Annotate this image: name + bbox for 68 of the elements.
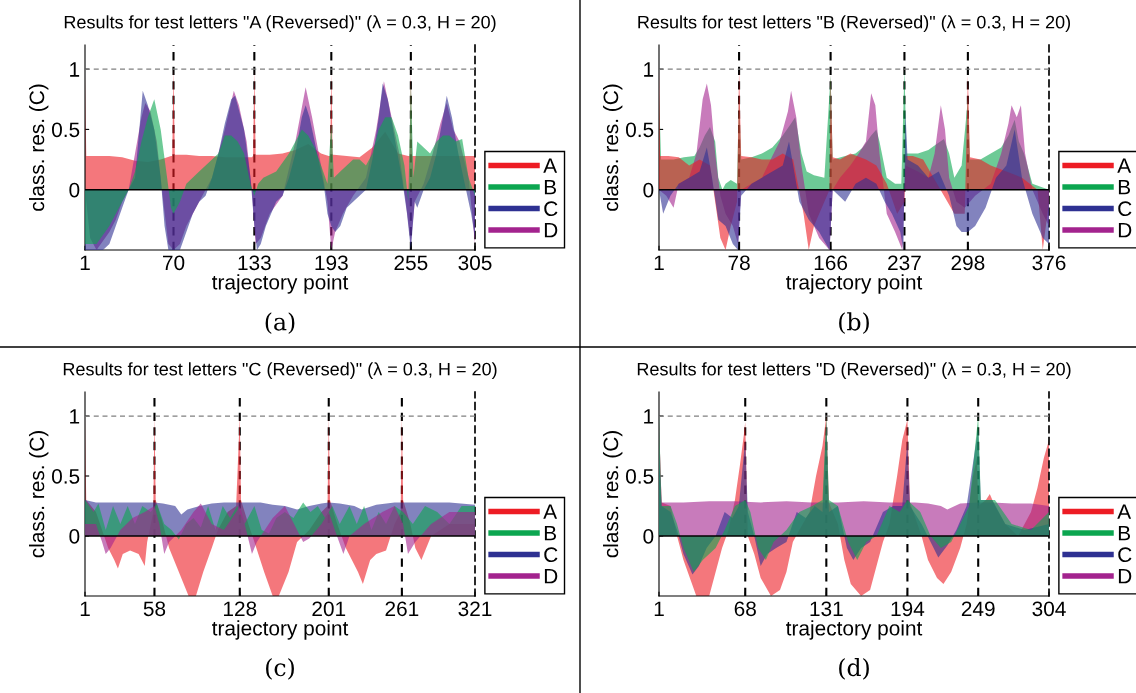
y-tick-label: 0 [643, 529, 654, 544]
y-tick-label: 0.5 [625, 122, 654, 138]
legend-label: C [1118, 201, 1132, 217]
y-tick-label: 0 [69, 529, 80, 544]
legend-label: C [544, 201, 558, 217]
y-axis-title: class. res. (C) [602, 431, 623, 558]
y-tick-label: 1 [644, 62, 654, 77]
legend-label: A [1117, 158, 1132, 173]
x-tick-label: 194 [891, 601, 925, 617]
y-tick-label: 0 [643, 182, 654, 198]
x-tick-label: 166 [814, 255, 848, 271]
legend-label: C [1118, 547, 1132, 563]
x-tick-label: 1 [80, 601, 90, 616]
legend-label: B [544, 180, 557, 195]
y-axis-title: class. res. (C) [28, 84, 49, 211]
x-tick-label: 321 [458, 601, 492, 617]
y-tick-label: 1 [70, 409, 80, 424]
x-tick-label: 1 [654, 255, 664, 270]
x-tick-label: 249 [961, 601, 995, 617]
legend-label: A [543, 158, 558, 173]
x-tick-label: 78 [728, 255, 750, 271]
x-tick-label: 1 [654, 601, 664, 616]
y-tick-label: 1 [70, 62, 80, 77]
legend-label: D [1118, 223, 1132, 238]
x-tick-label: 298 [951, 255, 985, 271]
y-tick-label: 0.5 [51, 469, 80, 484]
legend-label: B [544, 526, 557, 541]
x-tick-label: 305 [458, 255, 492, 271]
x-tick-label: 261 [385, 601, 419, 617]
x-tick-label: 237 [888, 255, 921, 271]
y-axis-title: class. res. (C) [28, 431, 49, 558]
x-tick-label: 133 [238, 255, 271, 271]
x-axis-title: trajectory point [212, 620, 349, 640]
chart-title: Results for test letters "B (Reversed)" (λ = 0.3, H = 20) [638, 15, 1071, 33]
legend-label: B [1118, 526, 1131, 541]
x-tick-label: 131 [810, 601, 843, 617]
x-tick-label: 58 [143, 601, 166, 617]
y-tick-label: 1 [644, 409, 654, 424]
x-tick-label: 255 [394, 255, 428, 271]
x-tick-label: 201 [312, 601, 346, 617]
x-axis-title: trajectory point [786, 620, 923, 640]
chart-title: Results for test letters "C (Reversed)" (λ = 0.3, H = 20) [63, 362, 497, 380]
legend-label: D [544, 223, 558, 238]
legend-label: A [1117, 504, 1132, 519]
legend-label: C [544, 547, 558, 563]
x-tick-label: 70 [163, 255, 185, 271]
chart-title: Results for test letters "D (Reversed)" (λ = 0.3, H = 20) [637, 362, 1071, 380]
y-tick-label: 0.5 [51, 122, 80, 138]
x-tick-label: 1 [80, 255, 90, 270]
text: (a) [265, 312, 295, 334]
chart-title: Results for test letters "A (Reversed)" (λ = 0.3, H = 20) [64, 15, 496, 33]
y-tick-label: 0 [69, 182, 80, 198]
x-tick-label: 128 [223, 601, 257, 617]
legend-label: B [1118, 180, 1131, 195]
x-tick-label: 304 [1032, 601, 1066, 617]
x-tick-label: 376 [1032, 255, 1066, 271]
x-tick-label: 193 [315, 255, 348, 271]
legend-label: D [1118, 569, 1132, 584]
x-axis-title: trajectory point [786, 274, 923, 294]
y-tick-label: 0.5 [625, 469, 654, 484]
text: (c) [266, 658, 294, 680]
legend-label: A [543, 504, 558, 519]
x-tick-label: 68 [734, 601, 756, 617]
y-axis-title: class. res. (C) [602, 84, 623, 211]
text: (d) [839, 658, 869, 680]
text: (b) [839, 312, 869, 334]
x-axis-title: trajectory point [212, 274, 349, 294]
legend-label: D [544, 569, 558, 584]
